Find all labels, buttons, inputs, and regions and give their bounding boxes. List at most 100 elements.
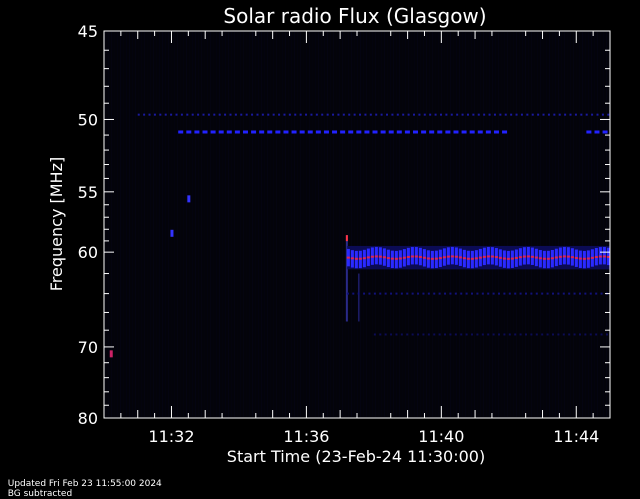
weak-band-segment: [337, 113, 340, 116]
weak-band-segment: [213, 113, 216, 116]
interference-band-segment: [315, 130, 321, 134]
emission-band-peak: [558, 255, 562, 258]
weak-band-segment: [294, 113, 297, 116]
weak-band-segment: [395, 333, 398, 336]
background-striation: [270, 32, 271, 417]
background-striation: [345, 32, 346, 417]
background-striation: [471, 32, 472, 417]
weak-band-segment: [607, 113, 610, 116]
weak-band-segment: [240, 113, 243, 116]
background-striation: [261, 32, 262, 417]
weak-band-segment: [352, 292, 355, 295]
weak-band-segment: [395, 292, 398, 295]
background-striation: [423, 32, 424, 417]
weak-band-segment: [558, 113, 561, 116]
background-striation: [303, 32, 304, 417]
weak-band-segment: [454, 292, 457, 295]
weak-band-segment: [601, 113, 604, 116]
background-striation: [579, 32, 580, 417]
emission-band-peak: [434, 257, 438, 260]
background-striation: [441, 32, 442, 417]
weak-band-segment: [524, 333, 527, 336]
weak-band-segment: [498, 292, 501, 295]
background-striation: [333, 32, 334, 417]
background-striation: [111, 32, 112, 417]
y-tick-label: 60: [78, 243, 98, 262]
weak-band-segment: [423, 113, 426, 116]
interference-band-segment: [437, 130, 443, 134]
background-striation: [549, 32, 550, 417]
interference-band-segment: [412, 130, 418, 134]
interference-band-segment: [291, 130, 297, 134]
background-striation: [120, 32, 121, 417]
emission-band-peak: [438, 257, 442, 260]
background-striation: [528, 32, 529, 417]
emission-band-peak: [522, 255, 526, 258]
weak-band-segment: [449, 333, 452, 336]
weak-band-segment: [283, 113, 286, 116]
weak-band-segment: [461, 113, 464, 116]
background-striation: [426, 32, 427, 417]
emission-band-peak: [474, 257, 478, 260]
weak-band-segment: [465, 292, 468, 295]
background-striation: [159, 32, 160, 417]
emission-band-peak: [378, 255, 382, 258]
weak-band-segment: [175, 113, 178, 116]
weak-band-segment: [605, 333, 608, 336]
weak-band-segment: [535, 333, 538, 336]
y-tick-label: 50: [78, 110, 98, 129]
background-striation: [516, 32, 517, 417]
background-striation: [546, 32, 547, 417]
background-striation: [129, 32, 130, 417]
weak-band-segment: [229, 113, 232, 116]
weak-band-segment: [278, 113, 281, 116]
weak-band-segment: [460, 333, 463, 336]
emission-band-peak: [410, 255, 414, 258]
background-striation: [492, 32, 493, 417]
weak-band-segment: [526, 113, 529, 116]
weak-band-segment: [321, 113, 324, 116]
background-striation: [363, 32, 364, 417]
y-axis-label: Frequency [MHz]: [47, 157, 66, 291]
weak-band-segment: [476, 292, 479, 295]
emission-band-peak: [390, 257, 394, 260]
background-striation: [276, 32, 277, 417]
interference-band-segment: [307, 130, 313, 134]
background-striation: [444, 32, 445, 417]
background-striation: [474, 32, 475, 417]
background-striation: [513, 32, 514, 417]
interference-band-segment: [275, 130, 281, 134]
x-tick-label: 11:40: [418, 427, 464, 446]
x-axis-label: Start Time (23-Feb-24 11:30:00): [227, 447, 485, 466]
background-striation: [381, 32, 382, 417]
emission-band-peak: [562, 255, 566, 258]
background-striation: [510, 32, 511, 417]
weak-band-segment: [535, 292, 538, 295]
emission-band-peak: [486, 255, 490, 258]
emission-band-peak: [426, 257, 430, 260]
weak-band-segment: [541, 292, 544, 295]
interference-band-segment: [364, 130, 370, 134]
weak-band-segment: [547, 113, 550, 116]
background-striation: [225, 32, 226, 417]
weak-band-segment: [357, 292, 360, 295]
interference-band-segment: [283, 130, 289, 134]
interference-band-segment: [242, 130, 248, 134]
background-striation: [408, 32, 409, 417]
background-striation: [507, 32, 508, 417]
background-striation: [399, 32, 400, 417]
weak-band-segment: [159, 113, 162, 116]
weak-band-segment: [245, 113, 248, 116]
weak-band-segment: [568, 292, 571, 295]
weak-band-segment: [418, 113, 421, 116]
background-striation: [525, 32, 526, 417]
weak-band-segment: [537, 113, 540, 116]
background-striation: [498, 32, 499, 417]
interference-band-segment: [226, 130, 232, 134]
emission-band-peak: [382, 256, 386, 259]
background-striation: [582, 32, 583, 417]
background-striation: [372, 32, 373, 417]
weak-band-segment: [573, 292, 576, 295]
weak-band-segment: [148, 113, 151, 116]
weak-band-segment: [234, 113, 237, 116]
